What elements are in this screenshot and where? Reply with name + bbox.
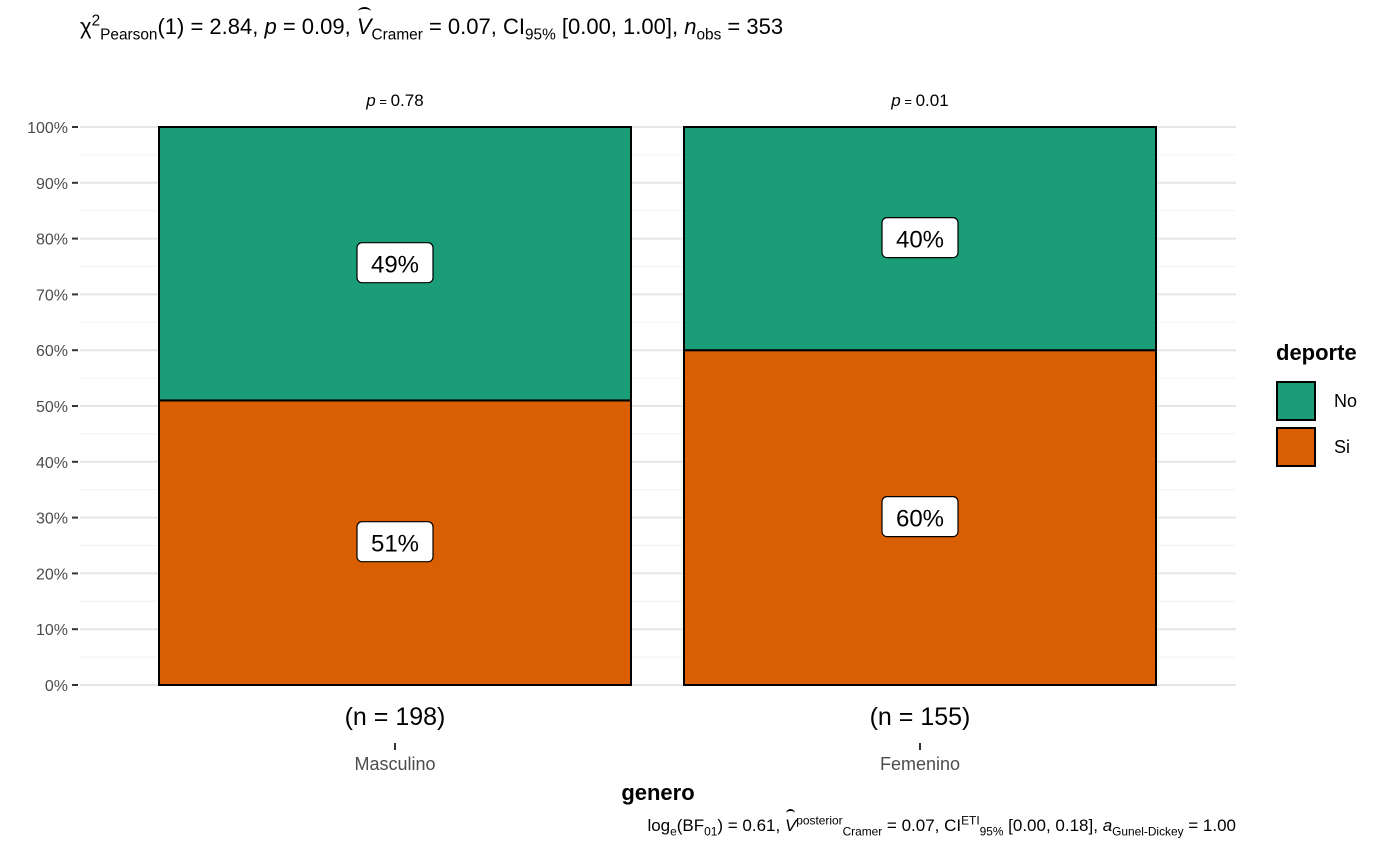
count-label: (n = 155) [870,703,971,731]
x-tick-label: Femenino [880,754,960,774]
data-label: 60% [896,506,944,533]
x-tick-label: Masculino [354,754,435,774]
y-tick-label: 70% [36,287,68,304]
y-tick-label: 10% [36,622,68,639]
x-axis-title: genero [621,780,694,805]
y-tick-label: 50% [36,399,68,416]
bar-pvalue: p = 0.01 [890,91,948,110]
y-tick-label: 100% [27,120,68,137]
data-label: 40% [896,227,944,254]
data-label-box [881,496,959,538]
chart-subtitle: χ2Pearson(1) = 2.84, p = 0.09, VCramer =… [80,7,784,44]
data-label-box [881,217,959,259]
data-label-box [356,242,434,284]
y-tick-label: 90% [36,176,68,193]
y-tick-label: 80% [36,232,68,249]
data-label: 51% [371,531,419,558]
y-tick-label: 0% [45,678,68,695]
legend-label-si: Si [1334,436,1351,457]
legend-item-si: Si [1276,424,1357,470]
y-tick-label: 20% [36,566,68,583]
bar-pvalue: p = 0.78 [365,91,423,110]
count-label: (n = 198) [345,703,446,731]
data-label: 49% [371,252,419,279]
legend-label-no: No [1334,390,1358,411]
y-tick-label: 40% [36,455,68,472]
y-tick-label: 60% [36,343,68,360]
chart-caption: loge(BF01) = 0.61, VposteriorCramer = 0.… [647,809,1236,839]
legend-item-no: No [1276,378,1357,424]
y-tick-label: 30% [36,511,68,528]
legend-swatch-si [1276,427,1316,467]
data-label-box [356,521,434,563]
legend: deporte No Si [1276,340,1357,470]
legend-title: deporte [1276,340,1357,365]
legend-swatch-no [1276,381,1316,421]
